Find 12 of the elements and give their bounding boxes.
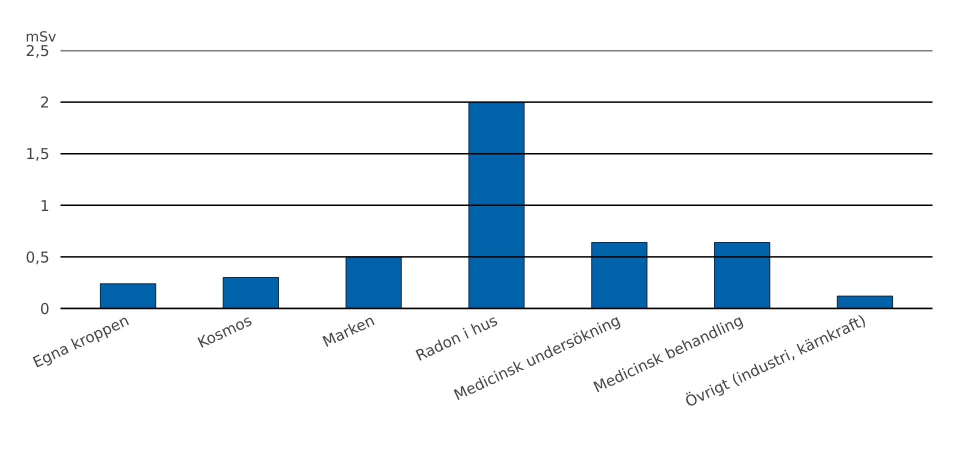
- bar: [714, 242, 770, 308]
- y-tick-label: 0,5: [26, 248, 50, 266]
- bar: [591, 242, 648, 308]
- y-tick-label: 0: [40, 300, 50, 318]
- y-tick-label: 2: [40, 94, 50, 112]
- bar: [836, 296, 894, 308]
- y-tick-label: 1: [40, 196, 50, 215]
- bar: [222, 277, 279, 308]
- y-tick-label: 1,5: [26, 145, 50, 164]
- bar: [346, 256, 402, 308]
- bar: [100, 283, 156, 308]
- bar: [468, 102, 525, 308]
